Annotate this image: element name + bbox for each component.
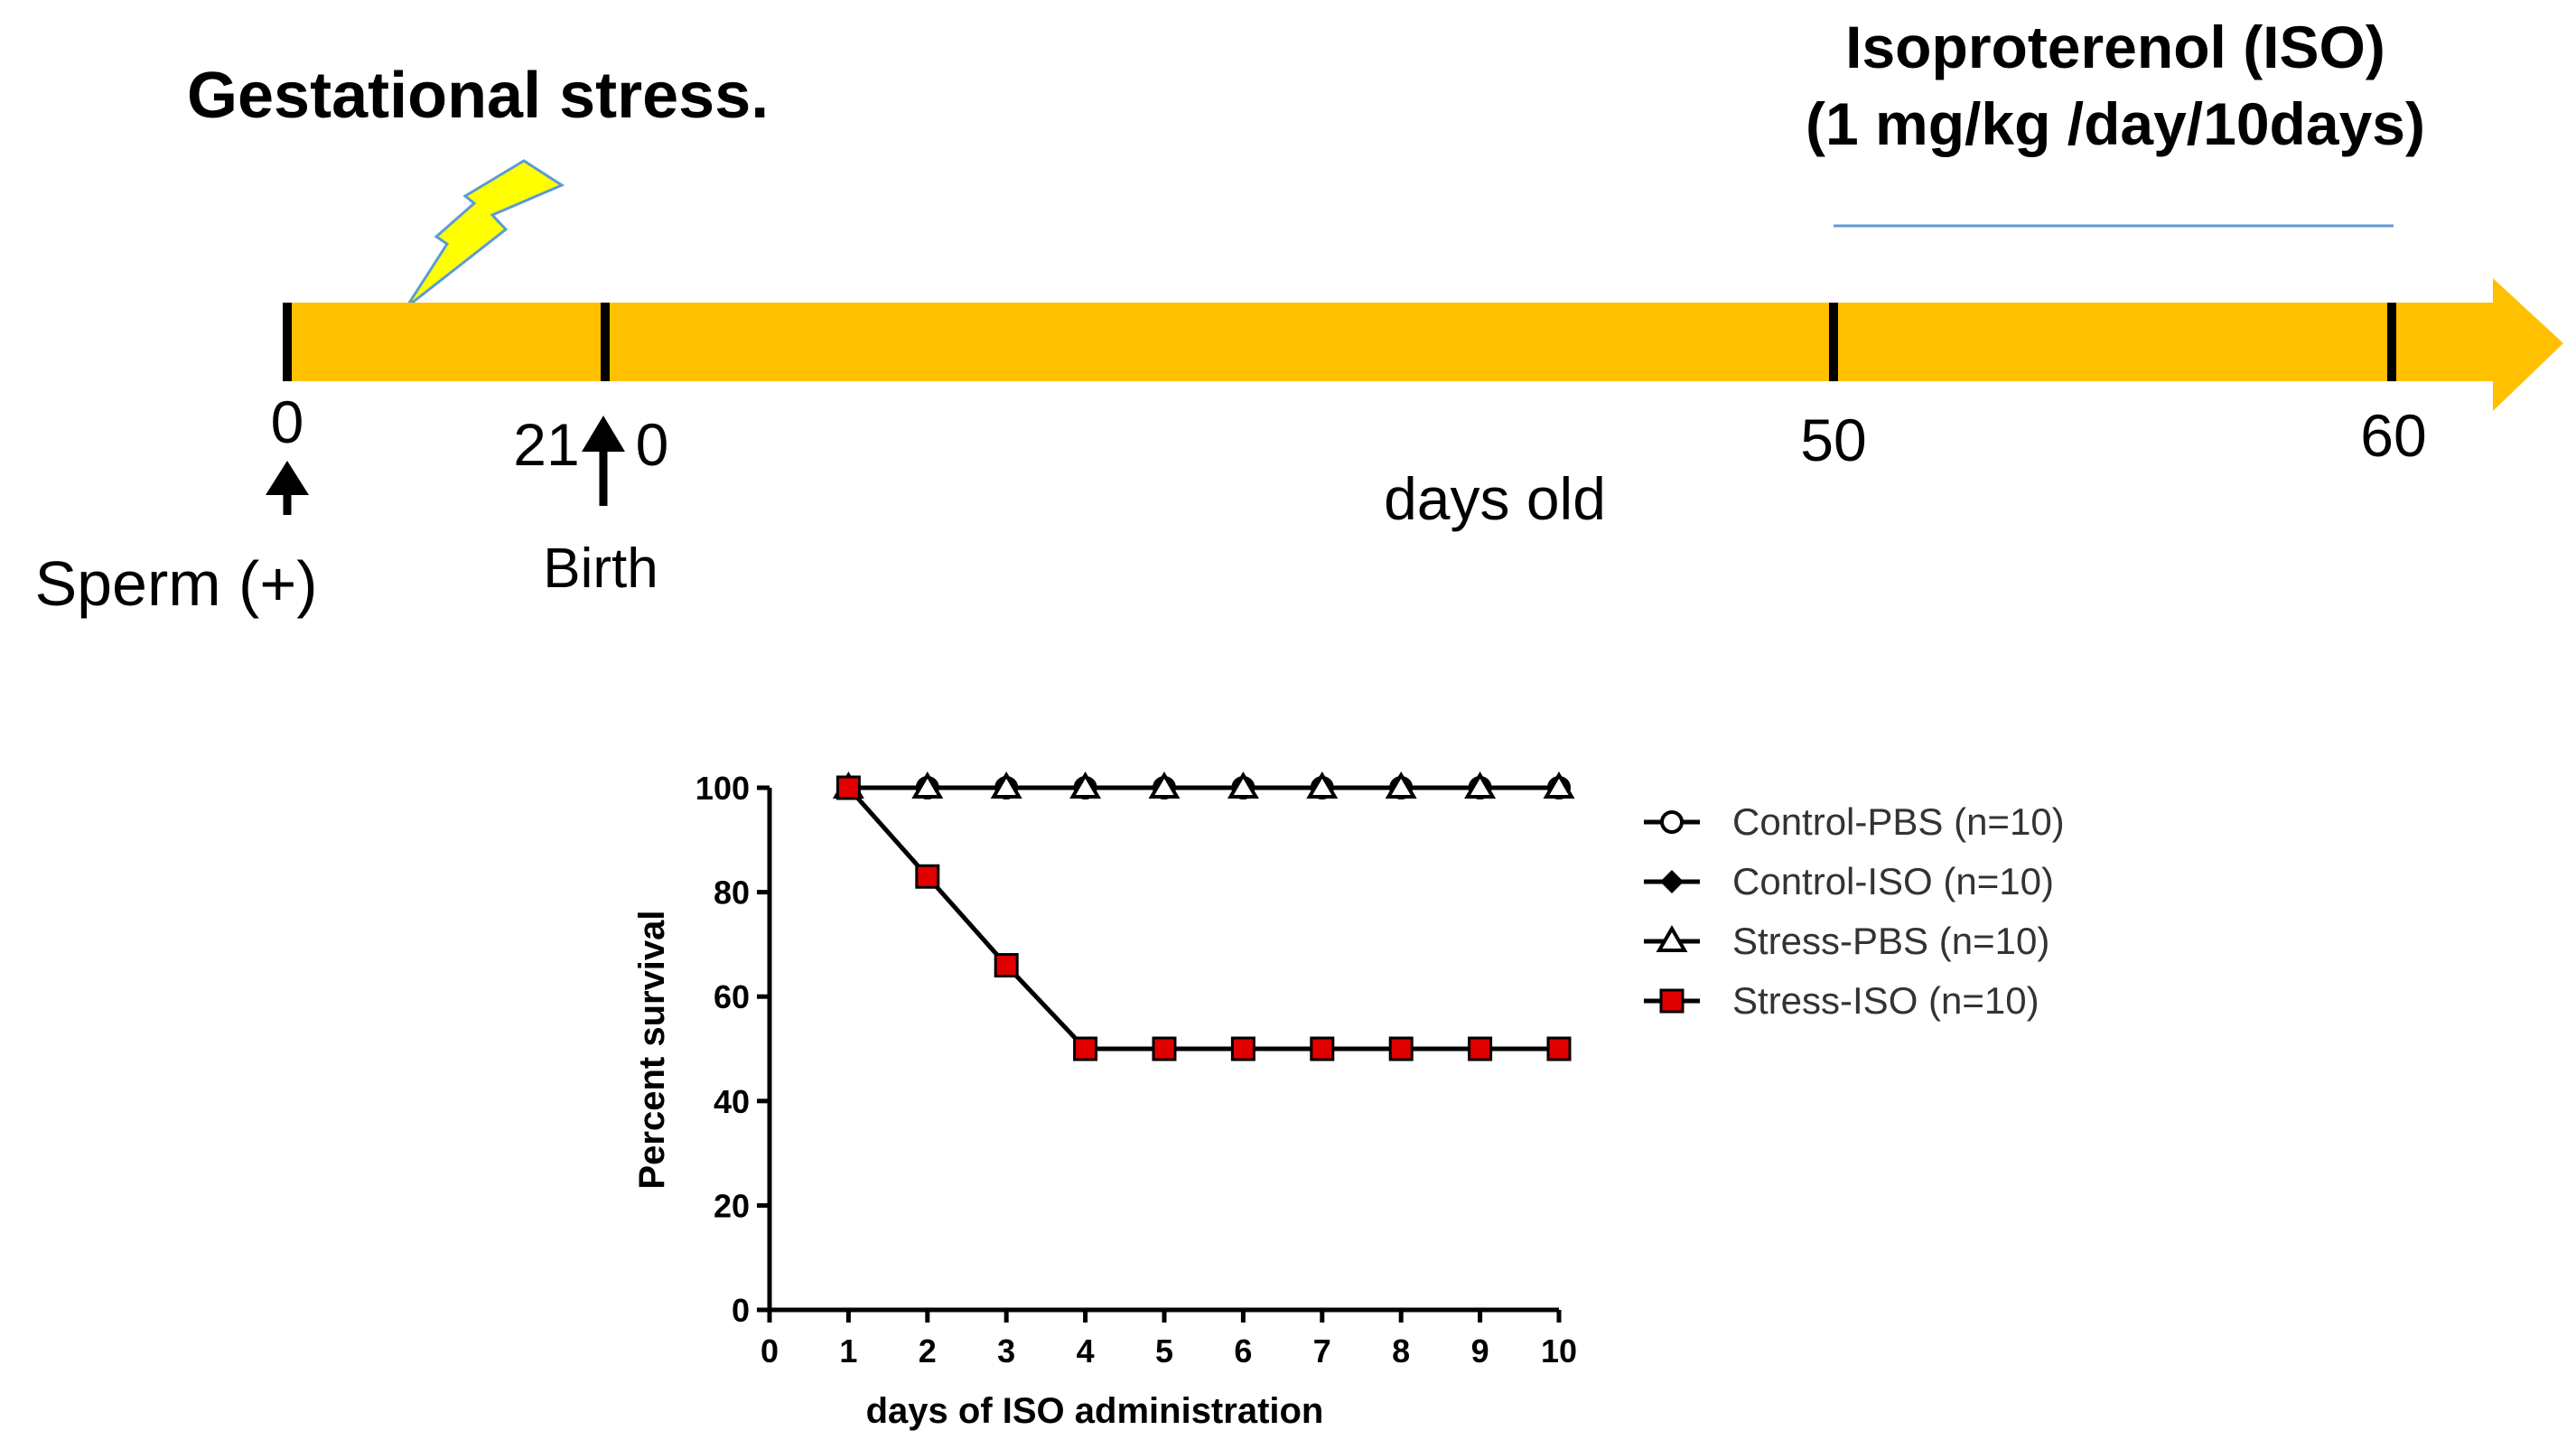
sperm-arrow-icon bbox=[266, 461, 309, 515]
x-axis-label: days of ISO administration bbox=[866, 1391, 1324, 1431]
y-tick-label: 0 bbox=[732, 1292, 750, 1329]
data-point bbox=[1069, 771, 1102, 799]
data-point bbox=[1227, 771, 1259, 799]
tick-label-0: 0 bbox=[271, 388, 304, 455]
data-point bbox=[1310, 1036, 1335, 1061]
x-ticks: 0 1 2 3 4 5 6 7 8 9 10 bbox=[761, 1310, 1577, 1370]
data-point bbox=[1148, 771, 1181, 799]
legend-item: Stress-PBS (n=10) bbox=[1644, 920, 2049, 962]
data-point bbox=[1464, 771, 1497, 799]
lightning-bolt-icon bbox=[405, 159, 565, 309]
chart-legend: Control-PBS (n=10) Control-ISO (n=10) Stre… bbox=[1644, 800, 2065, 1022]
data-point bbox=[1546, 1036, 1572, 1061]
tick-label-21: 21 bbox=[513, 411, 579, 478]
data-point bbox=[835, 775, 861, 800]
data-point bbox=[1230, 1036, 1255, 1061]
iso-label-line1: Isoproterenol (ISO) bbox=[1845, 14, 2385, 80]
days-old-label: days old bbox=[1384, 465, 1606, 532]
series-line bbox=[846, 786, 1559, 1052]
tick-label-60: 60 bbox=[2360, 402, 2426, 469]
legend-label: Control-PBS (n=10) bbox=[1732, 800, 2065, 843]
data-point bbox=[911, 771, 944, 799]
tick-label-birth-0: 0 bbox=[636, 411, 669, 478]
y-tick-label: 20 bbox=[714, 1187, 750, 1224]
data-point bbox=[1468, 1036, 1493, 1061]
legend-item: Control-PBS (n=10) bbox=[1644, 800, 2065, 843]
x-tick-label: 8 bbox=[1392, 1332, 1410, 1370]
survival-chart: 0 20 40 60 80 100 0 1 2 3 4 5 6 7 8 9 10 Percent surviv… bbox=[632, 770, 2065, 1431]
y-tick-label: 60 bbox=[714, 978, 750, 1015]
series-2 bbox=[832, 771, 1575, 799]
data-point bbox=[1152, 1036, 1177, 1061]
y-tick-label: 80 bbox=[714, 874, 750, 911]
x-tick-label: 0 bbox=[761, 1332, 779, 1370]
legend-item: Stress-ISO (n=10) bbox=[1644, 979, 2039, 1022]
y-tick-label: 100 bbox=[695, 770, 750, 807]
y-axis-label: Percent survival bbox=[632, 910, 672, 1189]
legend-label: Stress-PBS (n=10) bbox=[1732, 920, 2049, 962]
x-tick-label: 1 bbox=[839, 1332, 857, 1370]
iso-label-line2: (1 mg/kg /day/10days) bbox=[1806, 90, 2425, 157]
data-point bbox=[915, 864, 940, 889]
x-tick-label: 10 bbox=[1541, 1332, 1577, 1370]
legend-item: Control-ISO (n=10) bbox=[1644, 860, 2054, 902]
y-ticks: 0 20 40 60 80 100 bbox=[695, 770, 770, 1329]
x-tick-label: 3 bbox=[997, 1332, 1015, 1370]
data-point bbox=[1543, 771, 1575, 799]
legend-marker bbox=[1660, 810, 1684, 834]
y-tick-label: 40 bbox=[714, 1083, 750, 1120]
x-tick-label: 7 bbox=[1313, 1332, 1331, 1370]
legend-marker bbox=[1660, 870, 1684, 893]
tick-label-50: 50 bbox=[1800, 407, 1866, 473]
x-tick-label: 6 bbox=[1234, 1332, 1252, 1370]
x-tick-label: 2 bbox=[919, 1332, 937, 1370]
legend-label: Control-ISO (n=10) bbox=[1732, 860, 2054, 902]
legend-marker bbox=[1656, 925, 1688, 952]
data-point bbox=[990, 771, 1022, 799]
birth-arrow-icon bbox=[582, 416, 625, 506]
sperm-label: Sperm (+) bbox=[34, 548, 317, 619]
timeline-arrow-bar bbox=[287, 278, 2563, 411]
data-point bbox=[994, 953, 1019, 978]
data-point bbox=[1388, 1036, 1414, 1061]
birth-label: Birth bbox=[543, 538, 658, 600]
x-tick-label: 9 bbox=[1471, 1332, 1489, 1370]
legend-label: Stress-ISO (n=10) bbox=[1732, 979, 2039, 1022]
data-point bbox=[1306, 771, 1339, 799]
gestational-stress-title: Gestational stress. bbox=[187, 60, 769, 132]
data-point bbox=[1073, 1036, 1098, 1061]
series-layer bbox=[832, 771, 1575, 1061]
legend-marker bbox=[1659, 988, 1685, 1014]
series-3 bbox=[835, 775, 1572, 1061]
x-tick-label: 5 bbox=[1155, 1332, 1173, 1370]
data-point bbox=[1385, 771, 1417, 799]
x-tick-label: 4 bbox=[1077, 1332, 1095, 1370]
timeline-panel: Gestational stress. Isoproterenol (ISO) … bbox=[34, 14, 2563, 619]
